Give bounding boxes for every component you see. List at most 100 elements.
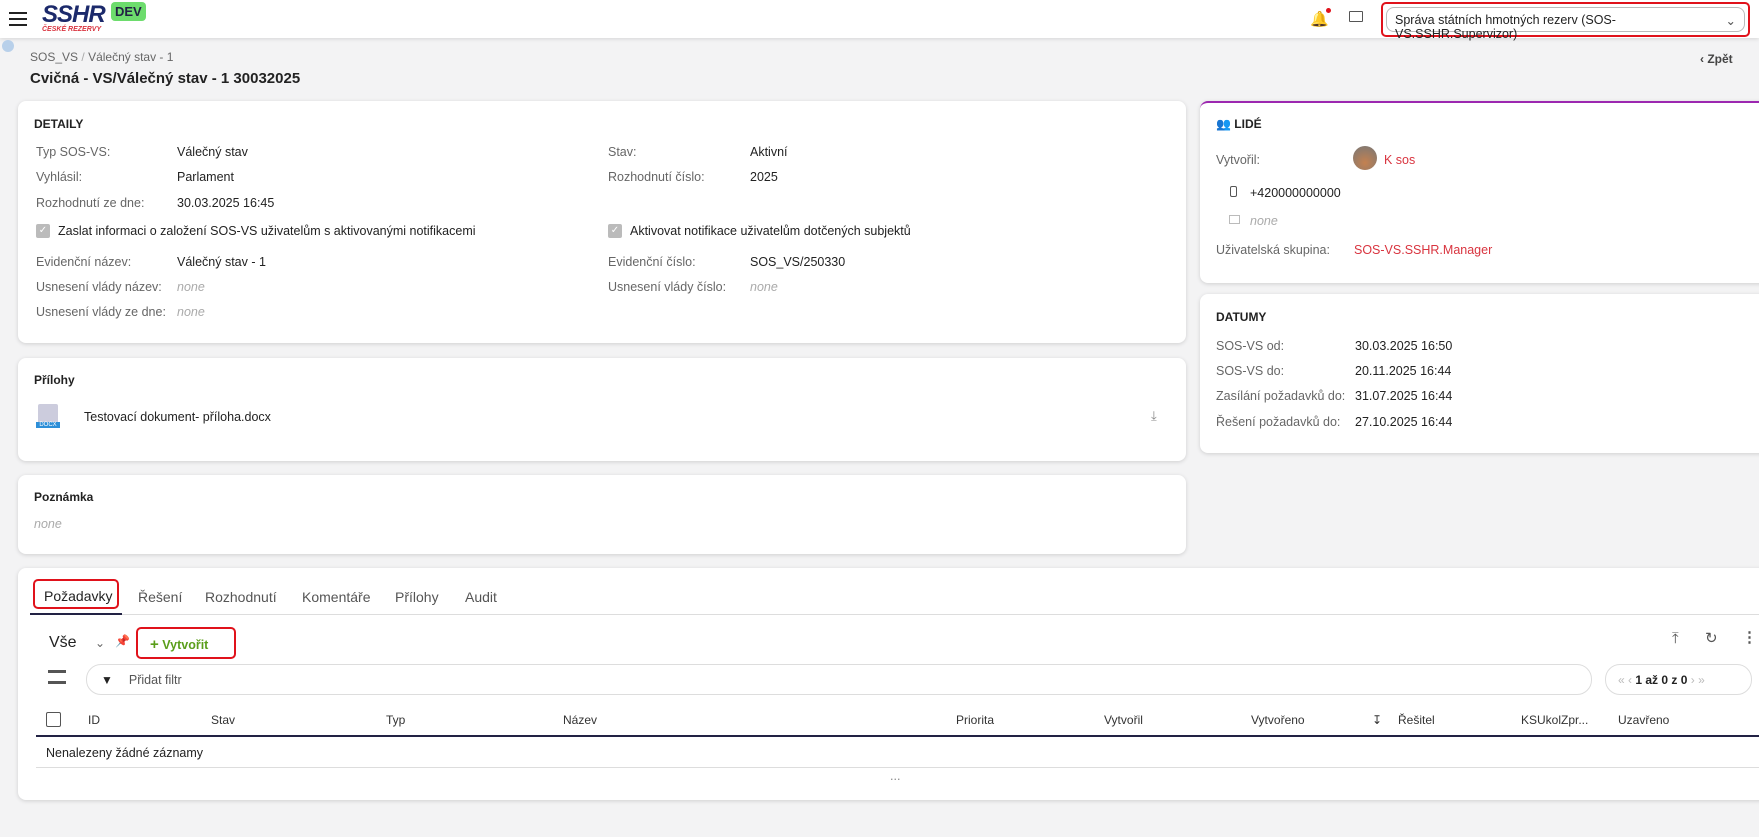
date-value: 27.10.2025 16:44 [1355, 415, 1453, 429]
plus-icon: + [150, 636, 159, 653]
created-by-label: Vytvořil: [1216, 153, 1260, 167]
filter-input[interactable]: ▼ Přidat filtr [86, 664, 1592, 695]
field-label: Usnesení vlády číslo: [608, 280, 727, 294]
chevron-down-icon: ⌄ [1725, 14, 1736, 28]
tab-active-underline [30, 613, 122, 615]
column-header-ksukol[interactable]: KSUkolZpr... [1521, 713, 1589, 727]
menu-icon[interactable] [9, 12, 27, 26]
field-value: Parlament [177, 170, 234, 184]
phone-value: +420000000000 [1250, 186, 1341, 200]
attachments-card: Přílohy DOCX Testovací dokument- příloha… [18, 358, 1186, 461]
date-value: 20.11.2025 16:44 [1355, 364, 1452, 378]
refresh-icon[interactable]: ↻ [1705, 630, 1718, 647]
people-icon: 👥 [1216, 117, 1231, 131]
requests-panel [18, 568, 1759, 800]
page-title: Cvičná - VS/Válečný stav - 1 30032025 [30, 70, 301, 87]
column-header-id[interactable]: ID [88, 713, 100, 727]
export-icon[interactable]: ⤒ [1672, 630, 1679, 647]
column-header-uzavreno[interactable]: Uzavřeno [1618, 713, 1670, 727]
field-label: Usnesení vlády název: [36, 280, 162, 294]
attachment-file-link[interactable]: Testovací dokument- příloha.docx [84, 410, 271, 424]
detail-card: DETAILY Typ SOS-VS: Válečný stav Stav: A… [18, 101, 1186, 343]
field-label: Stav: [608, 145, 637, 159]
note-title: Poznámka [34, 490, 94, 504]
field-label: Rozhodnutí číslo: [608, 170, 705, 184]
group-label: Uživatelská skupina: [1216, 243, 1330, 257]
notify-users-checkbox: ✓ Zaslat informaci o založení SOS-VS uživ… [36, 224, 476, 238]
field-label: Evidenční název: [36, 255, 132, 269]
field-value: Válečný stav - 1 [177, 255, 266, 269]
field-value: none [177, 305, 205, 319]
field-label: Rozhodnutí ze dne: [36, 196, 145, 210]
field-value: 30.03.2025 16:45 [177, 196, 275, 210]
email-icon [1229, 215, 1240, 224]
load-more[interactable]: ... [890, 769, 901, 783]
field-label: Usnesení vlády ze dne: [36, 305, 166, 319]
tab-komentare[interactable]: Komentáře [302, 589, 371, 605]
dates-title: DATUMY [1216, 310, 1267, 324]
tab-prilohy[interactable]: Přílohy [395, 589, 439, 605]
created-by-link[interactable]: K sos [1384, 153, 1416, 167]
breadcrumb-item: Válečný stav - 1 [88, 50, 174, 64]
filter-icon: ▼ [101, 673, 113, 687]
field-value: 2025 [750, 170, 778, 184]
tab-audit[interactable]: Audit [465, 589, 497, 605]
column-header-typ[interactable]: Typ [386, 713, 406, 727]
field-value: Aktivní [750, 145, 788, 159]
view-select[interactable]: Vše ⌄ [49, 634, 106, 651]
column-header-resitel[interactable]: Řešitel [1398, 713, 1435, 727]
group-value[interactable]: SOS-VS.SSHR.Manager [1354, 243, 1493, 257]
dates-card: DATUMY SOS-VS od: 30.03.2025 16:50 SOS-V… [1200, 294, 1759, 453]
sort-desc-icon[interactable]: ↧ [1372, 713, 1383, 727]
field-label: Evidenční číslo: [608, 255, 696, 269]
column-header-vytvoreno[interactable]: Vytvořeno [1251, 713, 1305, 727]
people-title: 👥 LIDÉ [1216, 117, 1262, 131]
attachments-title: Přílohy [34, 373, 75, 387]
field-value: none [177, 280, 205, 294]
date-value: 30.03.2025 16:50 [1355, 339, 1453, 353]
select-all-checkbox[interactable] [46, 712, 61, 727]
date-value: 31.07.2025 16:44 [1355, 389, 1453, 403]
field-value: Válečný stav [177, 145, 248, 159]
phone-icon [1230, 186, 1237, 197]
note-card: Poznámka none [18, 475, 1186, 554]
collapse-toggle-icon[interactable] [2, 40, 14, 52]
back-button[interactable]: ‹ Zpět [1700, 52, 1733, 66]
create-button[interactable]: + Vytvořit [136, 627, 236, 659]
docx-file-icon: DOCX [36, 404, 60, 428]
column-header-priorita[interactable]: Priorita [956, 713, 995, 727]
prev-page-icon[interactable]: ‹ [1628, 673, 1633, 687]
next-page-icon[interactable]: › [1690, 673, 1695, 687]
top-bar: SSHR ČESKÉ REZERVY DEV 🔔 Správa státních… [0, 0, 1759, 41]
tab-rozhodnuti[interactable]: Rozhodnutí [205, 589, 277, 605]
chevron-down-icon: ⌄ [95, 636, 106, 650]
date-label: SOS-VS do: [1216, 364, 1285, 378]
mail-icon[interactable] [1349, 11, 1363, 22]
env-badge: DEV [111, 2, 146, 21]
breadcrumb-item[interactable]: SOS_VS [30, 50, 79, 64]
detail-title: DETAILY [34, 117, 84, 131]
note-value: none [34, 517, 62, 531]
last-page-icon[interactable]: » [1698, 673, 1705, 687]
column-settings-icon[interactable] [48, 670, 66, 684]
first-page-icon[interactable]: « [1618, 673, 1625, 687]
org-select[interactable]: Správa státních hmotných rezerv (SOS-VS.… [1381, 2, 1750, 41]
logo: SSHR ČESKÉ REZERVY [42, 1, 106, 33]
people-card: 👥 LIDÉ Vytvořil: K sos +420000000000 non… [1200, 101, 1759, 283]
date-label: Řešení požadavků do: [1216, 415, 1341, 429]
notify-subjects-checkbox: ✓ Aktivovat notifikace uživatelům dotčený… [608, 224, 911, 238]
more-vert-icon[interactable]: ⋮ [1742, 629, 1757, 646]
column-header-vytvoril[interactable]: Vytvořil [1104, 713, 1143, 727]
date-label: SOS-VS od: [1216, 339, 1285, 353]
bell-icon[interactable]: 🔔 [1310, 8, 1331, 28]
tab-reseni[interactable]: Řešení [138, 589, 183, 605]
pin-icon[interactable]: 📌 [115, 634, 130, 648]
field-value: none [750, 280, 778, 294]
pager: « ‹ 1 až 0 z 0 › » [1605, 664, 1752, 695]
tab-pozadavky[interactable]: Požadavky [33, 579, 119, 609]
download-icon[interactable]: ⤓ [1151, 408, 1157, 423]
column-header-stav[interactable]: Stav [211, 713, 236, 727]
date-label: Zasílání požadavků do: [1216, 389, 1346, 403]
email-value: none [1250, 214, 1278, 228]
column-header-nazev[interactable]: Název [563, 713, 598, 727]
